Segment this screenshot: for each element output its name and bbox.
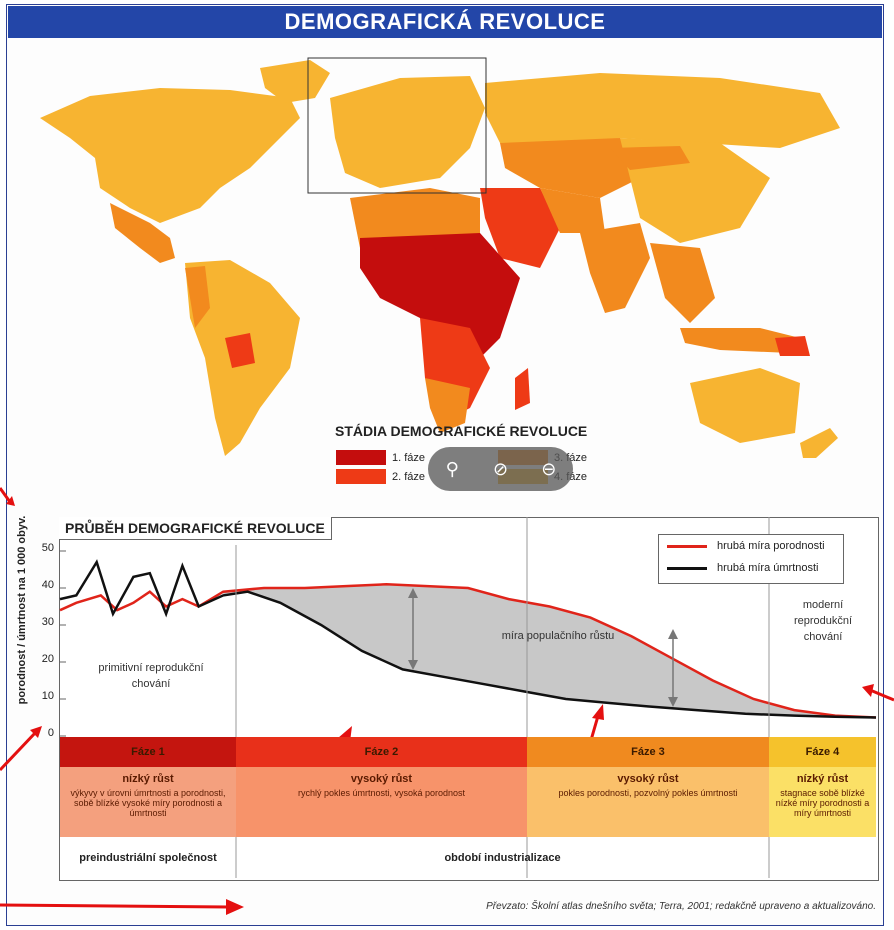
y-axis-label: porodnost / úmrtnost na 1 000 obyv. bbox=[16, 515, 28, 705]
phase-growth: vysoký růst bbox=[350, 773, 413, 785]
legend-label: hrubá míra porodnosti bbox=[717, 540, 825, 552]
population-growth-area bbox=[223, 584, 876, 718]
map-legend-title: STÁDIA DEMOGRAFICKÉ REVOLUCE bbox=[335, 423, 588, 439]
map-europe bbox=[330, 76, 485, 188]
mute-icon[interactable]: ⊘ bbox=[492, 458, 509, 479]
map-madagascar bbox=[515, 368, 530, 410]
y-tick-label: 20 bbox=[41, 653, 54, 665]
map-iran bbox=[540, 188, 605, 233]
map-greenland bbox=[260, 60, 330, 103]
phase-3-body: vysoký růst pokles porodnosti, pozvolný … bbox=[527, 767, 769, 837]
map-andes bbox=[185, 266, 210, 328]
chart-title: PRŮBĚH DEMOGRAFICKÉ REVOLUCE bbox=[59, 517, 332, 540]
y-tick-label: 0 bbox=[47, 727, 54, 739]
phase-2-body: vysoký růst rychlý pokles úmrtnosti, vys… bbox=[236, 767, 527, 837]
map-mongolia bbox=[610, 146, 690, 170]
map-north-africa bbox=[350, 188, 480, 248]
map-central-america bbox=[110, 203, 175, 263]
map-new-zealand bbox=[800, 428, 838, 458]
chart-legend: hrubá míra porodnosti hrubá míra úmrtnos… bbox=[658, 534, 844, 584]
legend-row-birth: hrubá míra porodnosti bbox=[659, 535, 843, 557]
phase-desc: stagnace sobě blízké nízké míry porodnos… bbox=[775, 788, 870, 818]
note-growth: míra populačního růstu bbox=[501, 630, 615, 642]
europe-inset-frame bbox=[307, 57, 487, 194]
birth-rate-line bbox=[59, 583, 877, 719]
y-tick-label: 40 bbox=[41, 579, 54, 591]
map-south-africa bbox=[425, 378, 470, 433]
legend-row-death: hrubá míra úmrtnosti bbox=[659, 557, 843, 579]
legend-label: 1. fáze bbox=[392, 451, 426, 464]
legend-swatch bbox=[336, 450, 386, 465]
map-indonesia bbox=[680, 328, 800, 353]
legend-swatch bbox=[336, 469, 386, 484]
y-tick-label: 50 bbox=[41, 542, 54, 554]
map-central-asia bbox=[500, 138, 640, 198]
death-rate-line bbox=[59, 559, 877, 719]
note-primitive: primitivní reprodukční chování bbox=[98, 662, 204, 690]
legend-item-phase-1: 1. fáze bbox=[336, 450, 425, 465]
phase-3-header: Fáze 3 bbox=[527, 737, 769, 767]
map-russia bbox=[485, 73, 840, 148]
phase-4-header: Fáze 4 bbox=[769, 737, 876, 767]
phase-desc: rychlý pokles úmrtnosti, vysoká porodnos… bbox=[297, 788, 466, 798]
floating-toolbar: ⚲ ⊘ ⊖ bbox=[428, 447, 573, 491]
y-tick-label: 10 bbox=[41, 690, 54, 702]
page-title: DEMOGRAFICKÁ REVOLUCE bbox=[8, 6, 882, 38]
growth-arrow-2 bbox=[668, 629, 678, 707]
phase-desc: výkyvy v úrovni úmrtnosti a porodnosti, … bbox=[70, 788, 226, 818]
legend-line-black bbox=[667, 566, 707, 570]
growth-arrow-1 bbox=[408, 588, 418, 670]
map-png bbox=[775, 336, 810, 356]
y-tick-label: 30 bbox=[41, 616, 54, 628]
phase-growth: nízký růst bbox=[122, 773, 174, 785]
minus-circle-icon[interactable]: ⊖ bbox=[541, 458, 557, 479]
phase-growth: nízký růst bbox=[796, 773, 849, 785]
era-preindustrial: preindustriální společnost bbox=[79, 852, 217, 864]
note-modern: moderní reprodukční chování bbox=[793, 599, 853, 643]
phase-1-header: Fáze 1 bbox=[60, 737, 236, 767]
legend-item-phase-2: 2. fáze bbox=[336, 469, 425, 484]
map-bolivia bbox=[225, 333, 255, 368]
phase-2-header: Fáze 2 bbox=[236, 737, 527, 767]
map-north-america bbox=[40, 88, 300, 223]
phase-1-body: nízký růst výkyvy v úrovni úmrtnosti a p… bbox=[60, 767, 236, 837]
legend-label: hrubá míra úmrtnosti bbox=[717, 562, 819, 574]
era-industrialization: období industrializace bbox=[444, 852, 561, 864]
pin-icon[interactable]: ⚲ bbox=[445, 458, 459, 479]
map-india bbox=[580, 223, 650, 313]
legend-line-red bbox=[667, 544, 707, 548]
source-note: Převzato: Školní atlas dnešního světa; T… bbox=[486, 901, 876, 912]
legend-label: 2. fáze bbox=[392, 470, 426, 483]
phase-desc: pokles porodnosti, pozvolný pokles úmrtn… bbox=[558, 788, 738, 798]
phase-growth: vysoký růst bbox=[617, 773, 679, 785]
map-middle-east bbox=[480, 188, 560, 268]
map-africa-phase1 bbox=[360, 233, 520, 368]
map-australia bbox=[690, 368, 800, 443]
world-map bbox=[40, 57, 840, 458]
phase-4-body: nízký růst stagnace sobě blízké nízké mí… bbox=[769, 767, 876, 837]
map-southeast-asia bbox=[650, 243, 715, 323]
